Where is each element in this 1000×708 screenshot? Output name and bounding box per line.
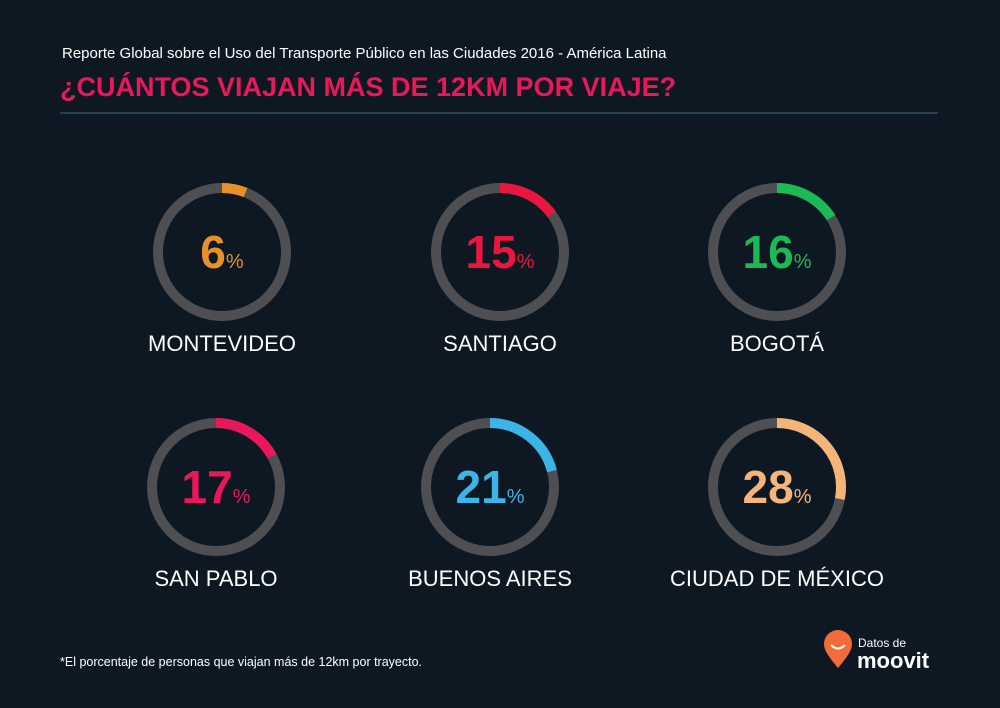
gauge-value: 28% [743,461,812,513]
gauge-arc [221,183,248,198]
gauge-arc [776,418,846,500]
gauge-value: 6% [200,226,244,278]
gauge-arc [776,183,836,221]
city-label: MONTEVIDEO [148,331,296,356]
value-number: 15 [466,226,517,278]
gauge-value: 16% [743,226,812,278]
city-label: SANTIAGO [443,331,557,356]
value-unit: % [794,251,812,273]
footnote: *El porcentaje de personas que viajan má… [60,655,422,669]
value-unit: % [233,486,251,508]
gauge-value: 17% [182,461,251,513]
title: ¿CUÁNTOS VIAJAN MÁS DE 12KM POR VIAJE? [60,71,676,102]
brand-logo: Datos de moovit [824,630,930,673]
value-number: 17 [182,461,233,513]
value-number: 16 [743,226,794,278]
city-label: SAN PABLO [154,566,277,591]
value-unit: % [517,251,535,273]
city-label: BUENOS AIRES [408,566,572,591]
city-label: BOGOTÁ [730,331,824,356]
gauge-arc [489,418,557,473]
gauge-arc [215,418,277,459]
gauge-value: 21% [456,461,525,513]
value-unit: % [226,251,244,273]
subtitle: Reporte Global sobre el Uso del Transpor… [62,45,667,62]
brand-label: Datos de [858,636,906,650]
gauge-value: 15% [466,226,535,278]
value-unit: % [507,486,525,508]
value-number: 28 [743,461,794,513]
value-unit: % [794,486,812,508]
gauge-arc [499,183,556,218]
value-number: 21 [456,461,507,513]
value-number: 6 [200,226,226,278]
brand-name: moovit [857,648,930,673]
city-label: CIUDAD DE MÉXICO [670,566,884,591]
logo-smile [830,644,846,650]
